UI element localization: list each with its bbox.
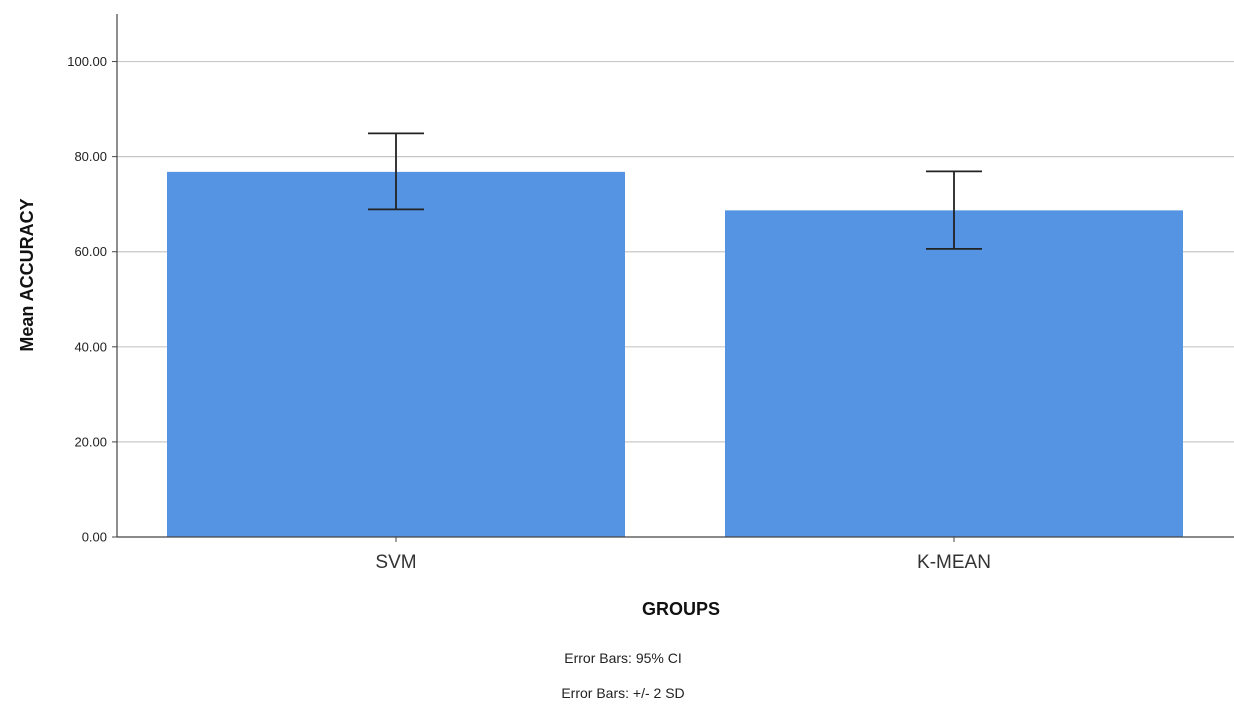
bar-k-mean [725,210,1183,537]
error-bar-svm [368,132,424,211]
footnote-ci: Error Bars: 95% CI [564,650,681,666]
y-tick-label: 40.00 [74,339,107,354]
x-tick-label-k-mean: K-MEAN [917,552,991,573]
y-tick-labels: 0.00 20.00 40.00 60.00 80.00 100.00 [67,54,117,545]
axes [116,14,1234,538]
x-tick-labels: SVM K-MEAN [375,537,991,573]
y-tick-label: 60.00 [74,244,107,259]
bars [167,171,1183,538]
x-axis-title: GROUPS [642,599,720,619]
y-tick-label: 0.00 [82,530,107,545]
error-bars [368,132,982,250]
y-axis-title: Mean ACCURACY [17,198,37,351]
x-tick-label-svm: SVM [375,552,416,573]
y-tick-label: 80.00 [74,149,107,164]
footnote-sd: Error Bars: +/- 2 SD [561,685,684,701]
y-tick-label: 100.00 [67,54,107,69]
y-tick-label: 20.00 [74,434,107,449]
error-bar-k-mean [926,170,982,250]
bar-svm [167,171,625,538]
